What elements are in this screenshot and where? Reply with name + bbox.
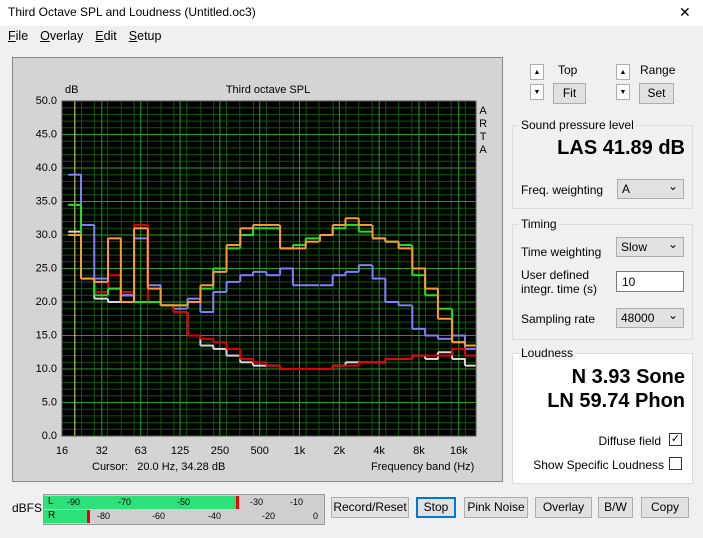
- range-label: Range: [640, 63, 676, 77]
- x-tick-label: 8k: [413, 445, 425, 457]
- group-label: Sound pressure level: [519, 118, 636, 132]
- meter-scale-label: -40: [208, 511, 222, 521]
- meter-scale-label: -30: [250, 497, 264, 507]
- y-tick-label: 15.0: [36, 329, 57, 341]
- menu-bar: File Overlay Edit Setup: [8, 29, 173, 43]
- time-weighting-select[interactable]: Slow: [616, 235, 684, 257]
- plot-border: [61, 100, 477, 437]
- range-up[interactable]: ▲: [616, 64, 630, 80]
- y-tick-label: 40.0: [36, 162, 57, 174]
- timing-group: Timing: [512, 217, 693, 340]
- meter-label: dBFS: [12, 501, 43, 515]
- diffuse-checkbox[interactable]: ✓: [669, 433, 682, 446]
- x-tick-label: 250: [211, 445, 229, 457]
- group-label: Loudness: [519, 346, 576, 360]
- button[interactable]: Overlay: [535, 497, 592, 518]
- meter-scale-label: 0: [313, 511, 319, 521]
- title-bar: [0, 0, 703, 26]
- specific-checkbox[interactable]: [669, 457, 682, 470]
- y-tick-label: 45.0: [36, 128, 57, 140]
- meter-scale-label: -50: [177, 497, 191, 507]
- x-tick-label: 500: [251, 445, 269, 457]
- button[interactable]: Pink Noise: [464, 497, 528, 518]
- close-button[interactable]: ✕: [679, 4, 691, 20]
- range-down[interactable]: ▼: [616, 84, 630, 100]
- fit-button[interactable]: Fit: [553, 83, 586, 104]
- button[interactable]: Stop: [416, 497, 456, 518]
- y-axis-label: dB: [65, 84, 78, 96]
- y-tick-label: 0.0: [42, 430, 57, 442]
- top-up[interactable]: ▲: [530, 64, 544, 80]
- meter-scale-label: -60: [152, 511, 166, 521]
- button[interactable]: Copy: [641, 497, 689, 518]
- x-tick-label: 4k: [373, 445, 385, 457]
- top-down[interactable]: ▼: [530, 84, 544, 100]
- x-tick-label: 1k: [294, 445, 306, 457]
- level-meter: L R: [43, 494, 325, 525]
- x-tick-label: 32: [96, 445, 108, 457]
- label: User defined integr. time (s): [521, 268, 598, 296]
- y-tick-label: 5.0: [42, 396, 57, 408]
- menu-item[interactable]: File: [8, 29, 29, 43]
- label: Time weighting: [521, 245, 602, 259]
- group-label: Timing: [519, 217, 559, 231]
- label: Show Specific Loudness: [533, 458, 664, 472]
- menu-item[interactable]: Setup: [128, 29, 162, 43]
- integr-time-input[interactable]: 10: [616, 271, 684, 292]
- meter-fill: [44, 496, 236, 509]
- x-tick-label: 16k: [450, 445, 468, 457]
- button[interactable]: Record/Reset: [331, 497, 409, 518]
- meter-fill: [44, 510, 87, 523]
- window-title: Third Octave SPL and Loudness (Untitled.…: [8, 5, 256, 19]
- chart-title: Third octave SPL: [226, 84, 310, 96]
- n-value: N 3.93 Sone: [571, 366, 685, 388]
- cursor-readout: Cursor: 20.0 Hz, 34.28 dB: [92, 461, 225, 473]
- meter-scale-label: -90: [67, 497, 81, 507]
- freq-weighting-select[interactable]: A: [617, 177, 684, 199]
- y-tick-label: 20.0: [36, 296, 57, 308]
- y-tick-label: 35.0: [36, 195, 57, 207]
- arta-label: ARTA: [477, 105, 489, 157]
- y-tick-label: 50.0: [36, 95, 57, 107]
- set-button[interactable]: Set: [639, 83, 674, 104]
- y-tick-label: 25.0: [36, 262, 57, 274]
- x-axis-label: Frequency band (Hz): [371, 461, 474, 473]
- label: Sampling rate: [521, 312, 596, 326]
- top-label: Top: [558, 63, 578, 77]
- x-tick-label: 63: [135, 445, 147, 457]
- meter-scale-label: -10: [290, 497, 304, 507]
- spl-group: Sound pressure level: [512, 118, 693, 209]
- x-tick-label: 125: [171, 445, 189, 457]
- ln-value: LN 59.74 Phon: [547, 390, 685, 412]
- label: Diffuse field: [598, 434, 661, 448]
- meter-scale-label: -20: [262, 511, 276, 521]
- x-tick-label: 16: [56, 445, 68, 457]
- chart: dB Third octave SPL ARTA Cursor: 20.0 Hz…: [12, 57, 503, 482]
- channel-label: R: [48, 510, 56, 521]
- meter-scale-label: -80: [97, 511, 111, 521]
- menu-item[interactable]: Edit: [95, 29, 117, 43]
- meter-peak: [236, 496, 239, 509]
- loudness-group: Loudness: [512, 346, 693, 484]
- sampling-rate-select[interactable]: 48000: [616, 306, 684, 328]
- button[interactable]: B/W: [598, 497, 633, 518]
- meter-scale-label: -70: [118, 497, 132, 507]
- channel-label: L: [48, 496, 54, 507]
- label: Freq. weighting: [521, 183, 604, 197]
- menu-item[interactable]: Overlay: [40, 29, 84, 43]
- y-tick-label: 30.0: [36, 229, 57, 241]
- spl-value: LAS 41.89 dB: [557, 137, 685, 159]
- y-tick-label: 10.0: [36, 363, 57, 375]
- meter-peak: [87, 510, 90, 523]
- x-tick-label: 2k: [334, 445, 346, 457]
